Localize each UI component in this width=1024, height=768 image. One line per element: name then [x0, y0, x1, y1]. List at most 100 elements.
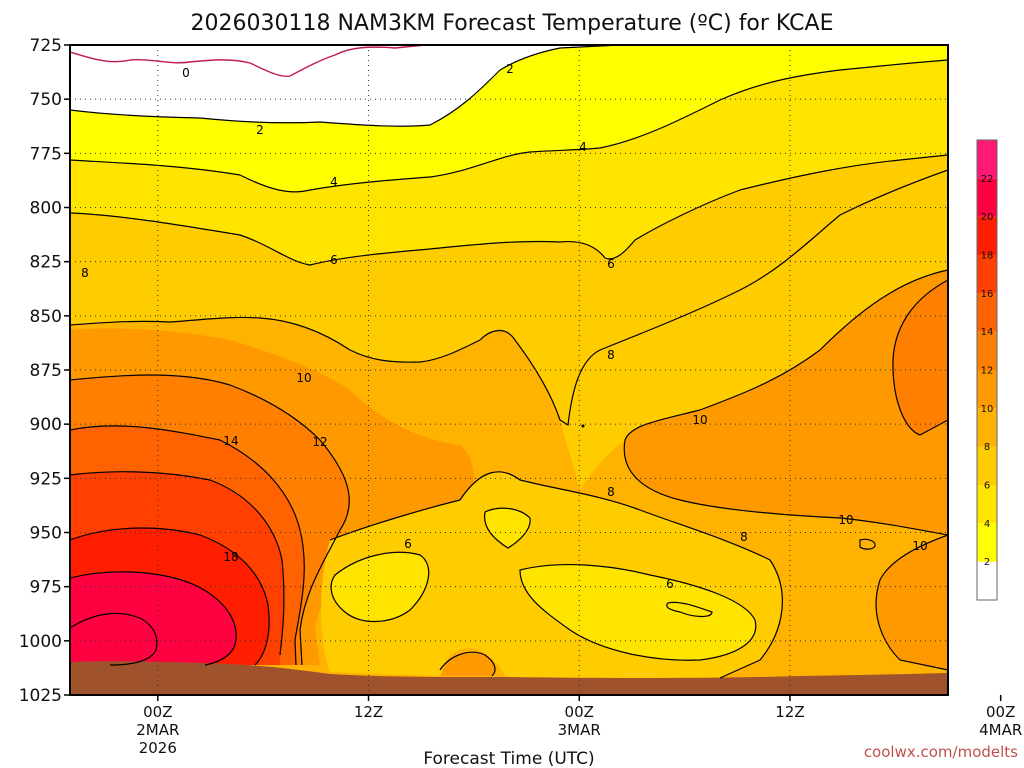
- contour-10: [70, 374, 350, 666]
- x-tick-label: 2MAR: [136, 721, 179, 739]
- y-tick-label: 875: [30, 361, 62, 381]
- contour-label: 2: [256, 123, 264, 137]
- x-tick-label: 4MAR: [979, 721, 1022, 739]
- y-tick-label: 850: [30, 307, 62, 327]
- x-tick-label: 12Z: [775, 703, 804, 721]
- colorbar-swatch: [977, 370, 997, 409]
- y-tick-label: 800: [30, 199, 62, 219]
- band-10-12-lower-right: [876, 535, 948, 670]
- band-4-6-center-left: [331, 552, 429, 622]
- contour-6: [70, 154, 948, 266]
- colorbar-label: 22: [981, 174, 994, 185]
- x-tick-label: 00Z: [986, 703, 1015, 721]
- contour-12-right: [892, 279, 948, 436]
- y-tick-label: 1000: [19, 632, 62, 652]
- contour-6-right: [519, 563, 757, 661]
- contour-label: 0: [182, 66, 190, 80]
- contour-6-left: [330, 551, 430, 623]
- x-tick-label: 00Z: [143, 703, 172, 721]
- band-4-6-center: [484, 508, 531, 548]
- contour-label: 6: [666, 577, 674, 591]
- colorbar-swatch: [977, 561, 997, 600]
- contour-point: [581, 424, 585, 428]
- contour-20: [70, 612, 158, 666]
- contour-label: 12: [312, 435, 327, 449]
- y-tick-label: 825: [30, 253, 62, 273]
- band-2-4: [70, 45, 948, 192]
- contour-16: [70, 527, 270, 666]
- contour-label: 6: [404, 537, 412, 551]
- x-tick-label: 00Z: [565, 703, 594, 721]
- band-4-6: [70, 60, 948, 265]
- y-tick-label: 775: [30, 144, 62, 164]
- colorbar: 2 4 6 8 10 12 14 16 18 20 22: [976, 139, 998, 601]
- contour-12: [70, 425, 305, 666]
- y-tick-label: 950: [30, 524, 62, 544]
- contour-lines: [70, 45, 948, 679]
- contour-8: [70, 169, 948, 427]
- contour-18: [70, 571, 237, 666]
- contour-10-right: [623, 269, 948, 536]
- plot-area: [70, 45, 948, 695]
- contour-label: 8: [607, 485, 615, 499]
- colorbar-frame: [976, 139, 998, 601]
- contour-label: 6: [607, 257, 615, 271]
- colorbar-label: 2: [984, 557, 990, 568]
- contour-4-small: [666, 601, 713, 618]
- band-10-12-bottom: [440, 652, 496, 676]
- contour-label: 2: [506, 62, 514, 76]
- band-12-14-right: [892, 280, 948, 435]
- colorbar-swatch: [977, 293, 997, 332]
- y-tick-label: 725: [30, 36, 62, 56]
- x-tick-label: 2026: [139, 739, 177, 757]
- y-tick-label: 900: [30, 415, 62, 435]
- y-axis: 725 750 775 800 825 850 875 900 925 950 975 1000 102…: [19, 36, 70, 706]
- band-4-6-center-right: [520, 564, 756, 661]
- contour-label: 10: [692, 413, 707, 427]
- colorbar-swatch: [977, 446, 997, 485]
- colorbar-label: 4: [984, 519, 990, 530]
- x-tick-label: 12Z: [354, 703, 383, 721]
- contour-label: 18: [223, 550, 238, 564]
- x-axis-label: Forecast Time (UTC): [423, 749, 594, 768]
- colorbar-label: 6: [984, 481, 990, 492]
- y-tick-label: 975: [30, 578, 62, 598]
- band-0-2: [70, 45, 620, 127]
- colorbar-swatch: [977, 523, 997, 562]
- contour-0: [70, 45, 426, 78]
- y-tick-label: 750: [30, 90, 62, 110]
- contour-8-center: [329, 471, 783, 679]
- contour-label: 10: [838, 513, 853, 527]
- colorbar-swatch: [977, 216, 997, 255]
- contour-label: 14: [223, 434, 238, 448]
- contour-2: [70, 45, 621, 127]
- y-tick-label: 1025: [19, 686, 62, 706]
- colorbar-swatch: [977, 485, 997, 524]
- contour-10-lower-right: [875, 534, 948, 671]
- contour-14: [70, 471, 285, 656]
- contour-label: 8: [81, 266, 89, 280]
- contour-10-small: [859, 538, 876, 550]
- colorbar-swatch: [977, 255, 997, 294]
- contour-4: [70, 59, 948, 193]
- colorbar-swatch: [977, 408, 997, 447]
- band-22-plus: [70, 613, 157, 665]
- colorbar-label: 12: [981, 366, 994, 377]
- ground-terrain: [70, 661, 948, 695]
- y-tick-label: 925: [30, 469, 62, 489]
- contour-label: 4: [330, 175, 338, 189]
- contour-label: 6: [330, 253, 338, 267]
- contour-label: 4: [579, 140, 587, 154]
- colorbar-label: 20: [981, 212, 994, 223]
- colorbar-swatch: [977, 178, 997, 217]
- colorbar-swatch: [977, 331, 997, 370]
- contour-label: 8: [607, 348, 615, 362]
- contour-label: 10: [912, 539, 927, 553]
- colorbar-label: 14: [981, 327, 994, 338]
- colorbar-label: 10: [981, 404, 994, 415]
- band-10-12-right: [624, 270, 948, 535]
- contour-label: 10: [296, 371, 311, 385]
- colorbar-label: 16: [981, 289, 994, 300]
